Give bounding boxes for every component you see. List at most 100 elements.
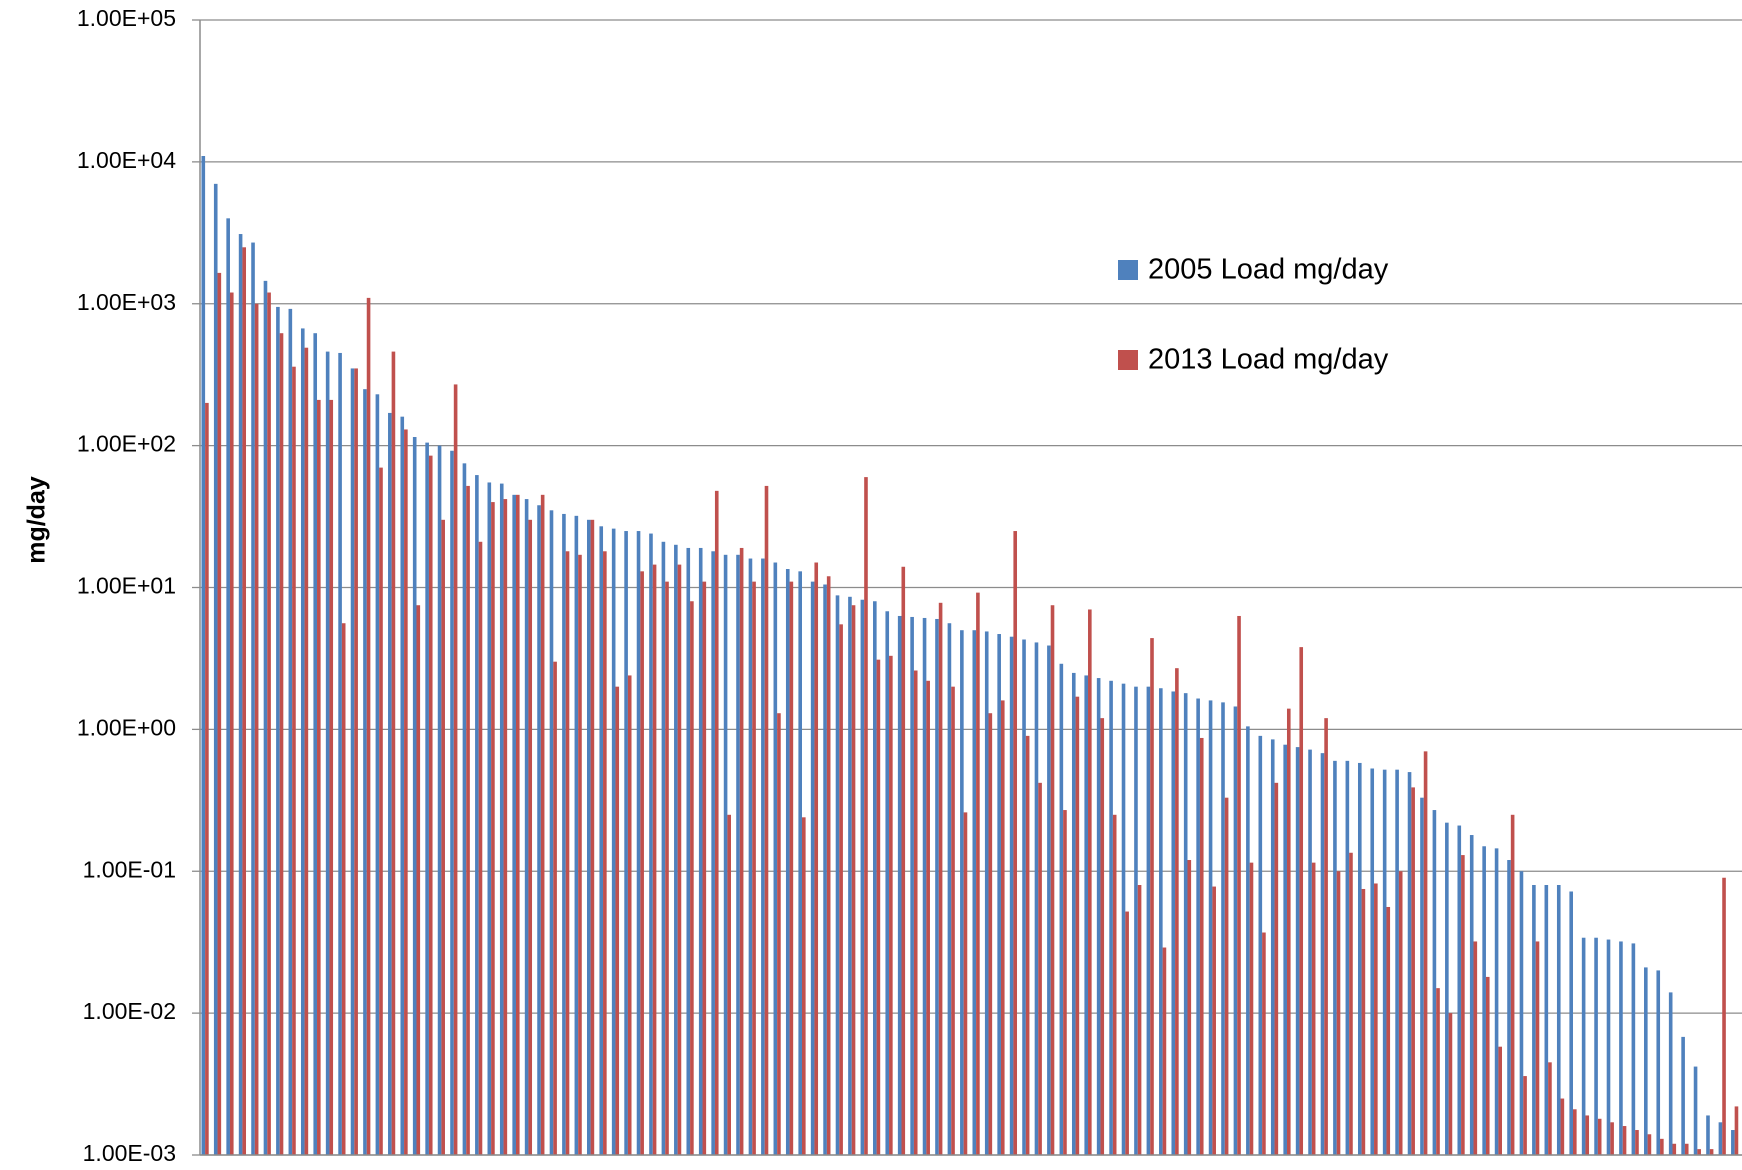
y-tick-label: 1.00E-03 bbox=[83, 1140, 176, 1166]
bar bbox=[251, 242, 255, 1155]
bar bbox=[1668, 992, 1673, 1155]
bar bbox=[300, 328, 305, 1155]
bar bbox=[839, 624, 843, 1155]
bar bbox=[226, 218, 230, 1155]
bar bbox=[229, 292, 234, 1155]
bar bbox=[690, 601, 694, 1155]
bar bbox=[462, 463, 467, 1155]
bar bbox=[238, 234, 243, 1155]
bar bbox=[416, 605, 421, 1155]
bar bbox=[404, 429, 408, 1155]
bar bbox=[851, 605, 856, 1155]
bar bbox=[1100, 718, 1105, 1155]
bar bbox=[1485, 976, 1490, 1155]
bar bbox=[1734, 1106, 1739, 1155]
bar bbox=[1137, 884, 1142, 1155]
bar bbox=[217, 272, 222, 1155]
bar bbox=[1075, 696, 1080, 1155]
bar bbox=[1121, 683, 1126, 1155]
bar bbox=[1382, 769, 1387, 1155]
bar bbox=[649, 533, 653, 1155]
bar bbox=[1386, 906, 1391, 1155]
bar bbox=[711, 551, 715, 1155]
bar bbox=[1461, 855, 1465, 1155]
bar bbox=[1510, 814, 1515, 1155]
bar bbox=[329, 399, 334, 1155]
bar bbox=[913, 670, 918, 1155]
bar bbox=[1672, 1143, 1677, 1155]
bar bbox=[475, 475, 479, 1155]
bar bbox=[549, 510, 554, 1156]
bar bbox=[1498, 1046, 1502, 1155]
bar bbox=[242, 247, 247, 1156]
bar bbox=[1196, 698, 1200, 1155]
bar bbox=[935, 618, 939, 1155]
bar bbox=[515, 494, 520, 1156]
bar bbox=[1357, 762, 1362, 1155]
bar bbox=[1199, 737, 1204, 1155]
bar bbox=[1436, 988, 1440, 1155]
y-tick-label: 1.00E-01 bbox=[83, 856, 176, 882]
bar bbox=[1146, 686, 1151, 1155]
bar bbox=[279, 333, 284, 1155]
y-tick-label: 1.00E+02 bbox=[77, 431, 176, 457]
bar bbox=[1274, 782, 1279, 1155]
bar bbox=[984, 631, 989, 1155]
legend-swatch bbox=[1118, 350, 1138, 370]
bar bbox=[1320, 753, 1325, 1155]
bar bbox=[379, 467, 383, 1156]
bar bbox=[1556, 884, 1561, 1155]
bar bbox=[761, 558, 765, 1155]
bar bbox=[354, 368, 358, 1156]
bar bbox=[972, 630, 977, 1155]
bar bbox=[1034, 642, 1039, 1155]
bar bbox=[1187, 860, 1192, 1155]
y-tick-label: 1.00E+00 bbox=[77, 714, 176, 740]
bar bbox=[1361, 888, 1366, 1155]
bar bbox=[1162, 947, 1167, 1155]
bar bbox=[350, 368, 355, 1156]
bar bbox=[1047, 645, 1051, 1155]
bar bbox=[665, 581, 669, 1155]
bar bbox=[1581, 937, 1586, 1155]
bar bbox=[1569, 891, 1574, 1155]
bar bbox=[1221, 702, 1225, 1155]
bar bbox=[764, 485, 769, 1156]
bar bbox=[366, 297, 371, 1155]
bar bbox=[897, 615, 902, 1155]
bar bbox=[1585, 1115, 1590, 1155]
bar bbox=[1009, 636, 1014, 1155]
bar bbox=[1709, 1149, 1714, 1155]
bar bbox=[661, 541, 666, 1155]
bar bbox=[1594, 937, 1598, 1155]
bar bbox=[276, 306, 280, 1155]
bar bbox=[1183, 693, 1188, 1155]
bar bbox=[453, 384, 458, 1155]
bar bbox=[810, 581, 815, 1155]
bar bbox=[363, 389, 367, 1156]
bar bbox=[1535, 941, 1540, 1155]
bar bbox=[400, 416, 405, 1155]
bar bbox=[1398, 871, 1403, 1155]
bar bbox=[524, 499, 529, 1155]
bar bbox=[1345, 760, 1350, 1155]
bar bbox=[325, 351, 330, 1156]
bar bbox=[1407, 772, 1412, 1155]
bar bbox=[1059, 663, 1064, 1155]
bar bbox=[1022, 639, 1026, 1155]
bar bbox=[1532, 884, 1536, 1155]
bar bbox=[487, 482, 492, 1155]
bar bbox=[205, 402, 209, 1155]
bar bbox=[864, 477, 868, 1155]
bar bbox=[1635, 1130, 1639, 1155]
bar bbox=[1336, 871, 1341, 1155]
bar bbox=[586, 519, 591, 1155]
bar bbox=[437, 445, 442, 1155]
bar bbox=[263, 280, 268, 1155]
bar bbox=[441, 519, 445, 1155]
bar bbox=[288, 308, 293, 1156]
bar bbox=[1548, 1062, 1552, 1155]
bar bbox=[1482, 846, 1486, 1155]
bar bbox=[528, 519, 533, 1155]
